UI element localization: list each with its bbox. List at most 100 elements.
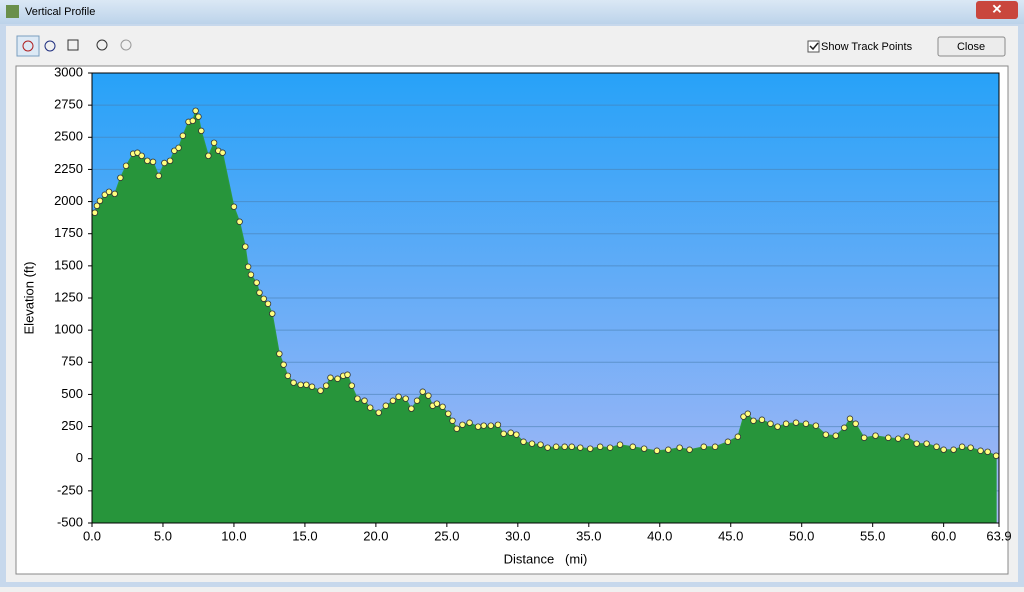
y-tick-label: 2250 [54,161,83,176]
y-tick-label: -250 [57,482,83,497]
track-point [327,374,334,381]
track-point [940,446,947,453]
track-point [445,410,452,417]
track-point [205,152,212,159]
tool-select[interactable] [16,35,40,57]
track-point [433,400,441,407]
tool-zoom-out[interactable] [120,39,132,51]
y-tick-label: -500 [57,514,83,529]
close-x-glyph: ✕ [992,1,1003,16]
track-point [895,435,902,442]
track-point [528,440,536,447]
track-point [802,420,810,427]
checkbox-label[interactable]: Show Track Points [821,41,913,53]
x-tick-label: 63.9 [986,528,1011,543]
track-point [984,448,991,455]
track-point [297,381,304,388]
tool-zoom-box[interactable] [67,39,79,51]
track-point [885,434,892,441]
track-point [750,417,757,424]
x-tick-label: 60.0 [931,528,956,543]
x-tick-label: 45.0 [718,528,743,543]
track-point [544,444,551,451]
track-point [822,431,830,438]
track-point [166,157,174,165]
track-point [774,423,781,430]
x-tick-label: 40.0 [647,528,672,543]
y-tick-label: 250 [61,418,83,433]
track-point [361,397,368,404]
close-button[interactable] [937,36,1006,57]
track-point [323,382,330,389]
track-point [967,444,974,451]
track-point [290,379,297,386]
x-tick-label: 55.0 [860,528,885,543]
track-point [367,404,374,411]
track-point [247,271,255,278]
track-point [832,432,839,439]
window-title: Vertical Profile [25,6,95,18]
track-point [700,443,707,450]
track-point [264,300,272,307]
track-point [841,424,848,431]
track-point [189,117,196,125]
track-point [606,444,614,451]
track-point [758,416,766,423]
track-point [537,441,544,448]
track-point [466,419,473,426]
track-point [480,422,487,429]
track-point [449,417,456,424]
track-point [860,434,868,441]
track-point [402,395,409,402]
y-tick-label: 1500 [54,257,83,272]
close-button-label: Close [957,41,985,53]
track-point [913,440,920,447]
y-tick-label: 3000 [54,64,83,79]
y-tick-label: 2750 [54,97,83,112]
track-point [269,310,276,317]
x-tick-label: 50.0 [789,528,814,543]
track-point [91,209,99,216]
y-tick-label: 2500 [54,129,83,144]
track-point [500,430,507,437]
track-point [561,443,568,450]
track-point [419,388,426,395]
track-point [950,446,957,453]
track-point [846,415,854,422]
track-point [284,372,292,379]
track-point [230,203,238,210]
tool-icon [22,40,34,52]
track-point [872,432,879,439]
elevation-area [91,109,997,524]
track-point [389,397,397,404]
track-point [903,433,910,440]
y-tick-label: 1000 [54,322,83,337]
track-point [382,402,390,409]
x-tick-label: 15.0 [292,528,317,543]
track-point [520,438,527,445]
plot-frame [91,72,1000,524]
tool-zoom-in[interactable] [96,39,108,51]
tool-pan[interactable] [44,40,56,52]
track-point [219,149,226,156]
track-point [958,443,966,450]
track-point [175,144,182,152]
y-axis-label: Elevation (ft) [21,262,36,335]
track-point [253,279,260,286]
track-point [577,444,584,451]
track-point [280,361,287,368]
track-point [348,382,355,389]
track-point [992,452,1000,459]
track-point [453,425,460,432]
track-point [676,444,683,451]
track-point [686,446,693,453]
checkbox[interactable] [807,40,820,53]
track-point [276,350,283,357]
close-x[interactable] [976,1,1018,19]
track-point [96,197,104,204]
track-point [744,410,751,417]
track-point [354,395,361,402]
x-tick-label: 5.0 [154,528,172,543]
track-point [198,127,205,135]
track-point [210,139,218,147]
